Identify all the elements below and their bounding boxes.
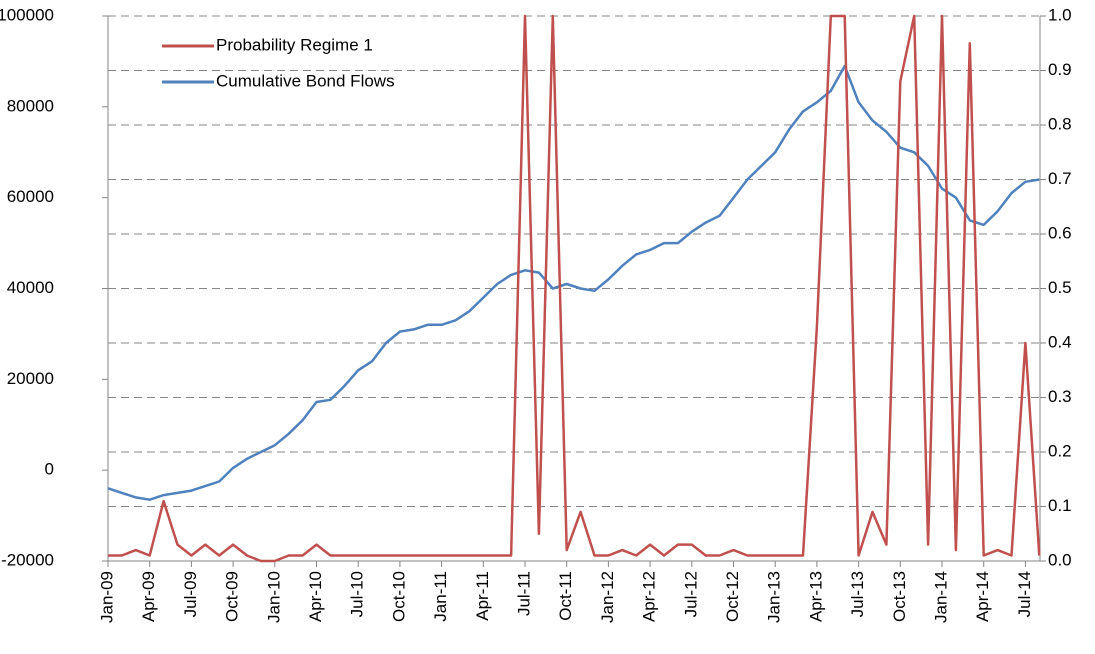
x-tick-label: Apr-12	[640, 571, 659, 622]
x-tick-label: Jan-13	[765, 571, 784, 623]
y2-tick-label: 0.9	[1048, 60, 1072, 79]
x-tick-label: Oct-09	[223, 571, 242, 622]
x-tick-label: Jul-12	[681, 571, 700, 617]
y-tick-label: 0	[45, 460, 54, 479]
y2-tick-label: 0.7	[1048, 169, 1072, 188]
x-tick-label: Apr-09	[139, 571, 158, 622]
series-line	[107, 64, 1040, 501]
y-tick-label: 80000	[7, 96, 54, 115]
series-line	[108, 14, 1041, 563]
x-tick-label: Jul-13	[848, 571, 867, 617]
y2-tick-label: 0.4	[1048, 332, 1072, 351]
x-tick-label: Oct-10	[389, 571, 408, 622]
x-tick-label: Jan-09	[97, 571, 116, 623]
x-tick-label: Apr-14	[973, 571, 992, 622]
x-tick-label: Oct-12	[723, 571, 742, 622]
x-tick-label: Oct-13	[890, 571, 909, 622]
y2-tick-label: 0.1	[1048, 496, 1072, 515]
y-tick-label: 60000	[7, 187, 54, 206]
x-tick-label: Jan-10	[264, 571, 283, 623]
y-tick-label: -20000	[1, 550, 54, 569]
legend-label: Cumulative Bond Flows	[216, 71, 395, 90]
y-tick-label: 20000	[7, 369, 54, 388]
x-tick-label: Jul-11	[514, 571, 533, 616]
x-tick-label: Jan-12	[598, 571, 617, 623]
y2-tick-label: 0.8	[1048, 114, 1072, 133]
y2-tick-label: 0.5	[1048, 278, 1072, 297]
x-tick-label: Jan-11	[431, 571, 450, 622]
y-tick-label: 40000	[7, 278, 54, 297]
x-tick-label: Apr-10	[306, 571, 325, 622]
legend-label: Probability Regime 1	[216, 35, 373, 54]
y2-tick-label: 0.3	[1048, 387, 1072, 406]
y-tick-label: 100000	[0, 5, 54, 24]
y2-tick-label: 1.0	[1048, 5, 1072, 24]
y2-tick-label: 0.0	[1048, 550, 1072, 569]
x-tick-label: Jan-14	[931, 571, 950, 623]
x-tick-label: Jul-14	[1015, 571, 1034, 617]
x-tick-label: Oct-11	[556, 571, 575, 621]
x-tick-label: Jul-10	[348, 571, 367, 617]
y2-tick-label: 0.2	[1048, 441, 1072, 460]
x-tick-label: Apr-13	[806, 571, 825, 622]
x-tick-label: Jul-09	[181, 571, 200, 617]
x-tick-label: Apr-11	[473, 571, 492, 621]
y2-tick-label: 0.6	[1048, 223, 1072, 242]
